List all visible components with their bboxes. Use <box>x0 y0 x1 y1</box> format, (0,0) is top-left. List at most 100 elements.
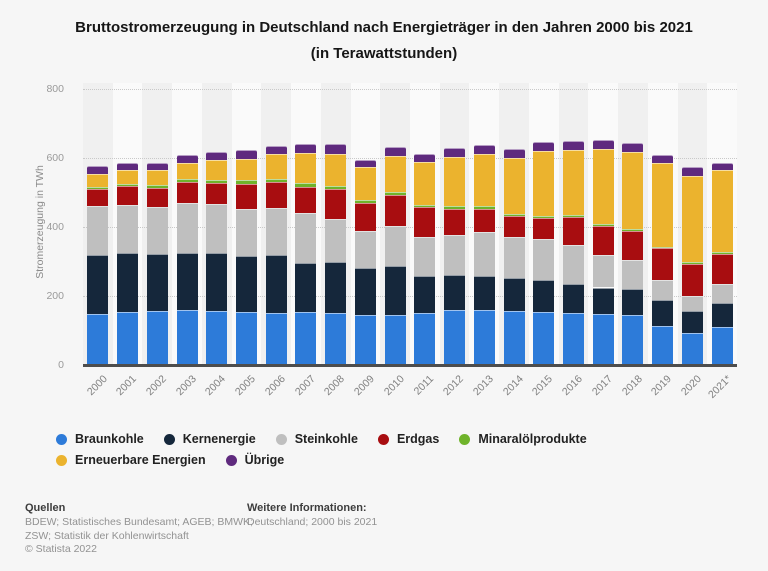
bar-2006[interactable] <box>265 89 287 365</box>
bar-2000[interactable] <box>87 89 109 365</box>
bar-segment-braunkohle-2004[interactable] <box>206 310 228 365</box>
bar-segment-steinkohle-2004[interactable] <box>206 203 228 253</box>
bar-segment-uebrige-2000[interactable] <box>87 166 109 175</box>
bar-segment-braunkohle-2007[interactable] <box>295 311 317 365</box>
bar-segment-kernenergie-2007[interactable] <box>295 263 317 312</box>
bar-segment-erneuerbare-energien-2017[interactable] <box>592 149 614 224</box>
bar-segment-erneuerbare-energien-2011[interactable] <box>414 162 436 205</box>
bar-2020[interactable] <box>681 89 703 365</box>
bar-segment-braunkohle-2017[interactable] <box>592 313 614 365</box>
bar-segment-kernenergie-2020[interactable] <box>681 311 703 334</box>
bar-segment-uebrige-2018[interactable] <box>622 142 644 152</box>
bar-segment-braunkohle-2015[interactable] <box>533 311 555 365</box>
bar-segment-steinkohle-2000[interactable] <box>87 205 109 256</box>
bar-segment-erdgas-2006[interactable] <box>265 182 287 208</box>
bar-segment-erneuerbare-energien-2010[interactable] <box>384 155 406 192</box>
legend-item-minaraloelprodukte[interactable]: Minaralölprodukte <box>459 432 587 446</box>
bar-segment-erdgas-2011[interactable] <box>414 207 436 238</box>
bar-segment-uebrige-2008[interactable] <box>325 144 347 154</box>
bar-segment-erdgas-2009[interactable] <box>354 203 376 232</box>
bar-segment-minaraloelprodukte-2013[interactable] <box>473 206 495 209</box>
bar-2021[interactable] <box>711 89 733 365</box>
bar-segment-minaraloelprodukte-2014[interactable] <box>503 213 525 216</box>
bar-segment-steinkohle-2007[interactable] <box>295 212 317 264</box>
bar-segment-steinkohle-2005[interactable] <box>236 209 257 256</box>
bar-segment-kernenergie-2003[interactable] <box>176 253 198 311</box>
bar-segment-minaraloelprodukte-2006[interactable] <box>265 178 287 183</box>
bar-segment-erneuerbare-energien-2000[interactable] <box>87 174 109 187</box>
bar-segment-erneuerbare-energien-2018[interactable] <box>622 151 644 230</box>
bar-segment-braunkohle-2018[interactable] <box>622 314 644 365</box>
bar-segment-minaraloelprodukte-2017[interactable] <box>592 223 614 226</box>
bar-segment-erdgas-2019[interactable] <box>652 248 674 280</box>
bar-segment-uebrige-2017[interactable] <box>592 139 614 149</box>
bar-segment-minaraloelprodukte-2009[interactable] <box>354 199 376 204</box>
bar-segment-steinkohle-2019[interactable] <box>652 279 674 300</box>
bar-segment-minaraloelprodukte-2010[interactable] <box>384 191 406 195</box>
bar-segment-steinkohle-2021[interactable] <box>711 284 733 304</box>
legend-item-steinkohle[interactable]: Steinkohle <box>275 432 358 446</box>
bar-segment-steinkohle-2002[interactable] <box>146 207 168 254</box>
bar-segment-minaraloelprodukte-2011[interactable] <box>414 205 436 208</box>
bar-segment-erneuerbare-energien-2002[interactable] <box>146 169 168 186</box>
bar-2010[interactable] <box>384 89 406 365</box>
bar-segment-uebrige-2020[interactable] <box>681 166 703 176</box>
bar-segment-braunkohle-2014[interactable] <box>503 311 525 365</box>
bar-2008[interactable] <box>325 89 347 365</box>
bar-segment-erdgas-2015[interactable] <box>533 218 555 240</box>
bar-segment-minaraloelprodukte-2020[interactable] <box>681 262 703 264</box>
bar-segment-braunkohle-2013[interactable] <box>473 309 495 365</box>
bar-segment-kernenergie-2017[interactable] <box>592 287 614 314</box>
legend-item-braunkohle[interactable]: Braunkohle <box>56 432 144 446</box>
bar-segment-braunkohle-2005[interactable] <box>236 311 257 365</box>
bar-segment-erdgas-2010[interactable] <box>384 195 406 226</box>
bar-segment-kernenergie-2010[interactable] <box>384 266 406 315</box>
bar-2001[interactable] <box>117 89 139 365</box>
bar-segment-erneuerbare-energien-2005[interactable] <box>236 158 257 181</box>
bar-segment-minaraloelprodukte-2003[interactable] <box>176 178 198 182</box>
bar-2018[interactable] <box>622 89 644 365</box>
bar-segment-uebrige-2009[interactable] <box>354 159 376 167</box>
bar-segment-erneuerbare-energien-2012[interactable] <box>444 156 466 207</box>
bar-segment-erdgas-2002[interactable] <box>146 187 168 208</box>
bar-segment-braunkohle-2010[interactable] <box>384 314 406 365</box>
bar-segment-braunkohle-2016[interactable] <box>563 313 584 365</box>
bar-2016[interactable] <box>563 89 584 365</box>
bar-2004[interactable] <box>206 89 228 365</box>
bar-segment-steinkohle-2014[interactable] <box>503 236 525 278</box>
bar-segment-kernenergie-2018[interactable] <box>622 288 644 315</box>
bar-segment-minaraloelprodukte-2007[interactable] <box>295 183 317 187</box>
bar-segment-erdgas-2012[interactable] <box>444 208 466 236</box>
bar-segment-minaraloelprodukte-2015[interactable] <box>533 215 555 219</box>
bar-segment-steinkohle-2018[interactable] <box>622 259 644 289</box>
bar-segment-kernenergie-2008[interactable] <box>325 261 347 314</box>
bar-segment-erdgas-2000[interactable] <box>87 189 109 206</box>
bar-segment-steinkohle-2008[interactable] <box>325 218 347 262</box>
bar-segment-uebrige-2015[interactable] <box>533 141 555 152</box>
legend-item-kernenergie[interactable]: Kernenergie <box>163 432 256 446</box>
bar-segment-braunkohle-2002[interactable] <box>146 310 168 365</box>
bar-segment-braunkohle-2009[interactable] <box>354 314 376 365</box>
bar-segment-uebrige-2013[interactable] <box>473 144 495 154</box>
bar-segment-steinkohle-2015[interactable] <box>533 239 555 281</box>
bar-segment-steinkohle-2013[interactable] <box>473 232 495 276</box>
bar-segment-erdgas-2013[interactable] <box>473 208 495 233</box>
bar-segment-braunkohle-2021[interactable] <box>711 327 733 365</box>
bar-segment-erneuerbare-energien-2009[interactable] <box>354 166 376 200</box>
bar-segment-erneuerbare-energien-2020[interactable] <box>681 175 703 263</box>
bar-segment-steinkohle-2017[interactable] <box>592 255 614 288</box>
bar-segment-kernenergie-2000[interactable] <box>87 255 109 314</box>
bar-segment-minaraloelprodukte-2018[interactable] <box>622 229 644 232</box>
bar-segment-steinkohle-2001[interactable] <box>117 204 139 253</box>
bar-segment-uebrige-2014[interactable] <box>503 148 525 158</box>
bar-segment-uebrige-2001[interactable] <box>117 163 139 171</box>
bar-segment-erneuerbare-energien-2006[interactable] <box>265 153 287 179</box>
bar-segment-uebrige-2007[interactable] <box>295 144 317 154</box>
bar-segment-erdgas-2004[interactable] <box>206 182 228 204</box>
bar-segment-uebrige-2012[interactable] <box>444 147 466 157</box>
bar-segment-steinkohle-2012[interactable] <box>444 235 466 276</box>
bar-segment-braunkohle-2012[interactable] <box>444 309 466 365</box>
bar-segment-minaraloelprodukte-2001[interactable] <box>117 183 139 186</box>
bar-2015[interactable] <box>533 89 555 365</box>
bar-segment-erneuerbare-energien-2013[interactable] <box>473 153 495 207</box>
